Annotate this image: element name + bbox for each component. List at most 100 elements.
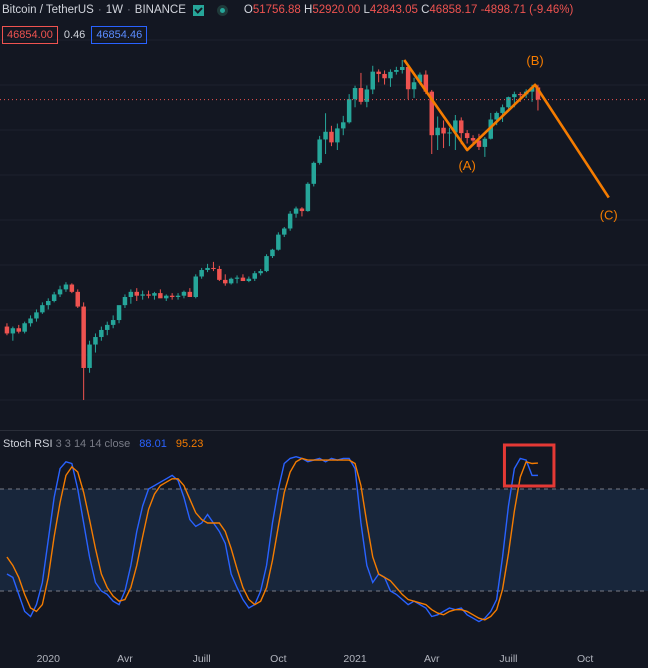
candle-body	[152, 293, 157, 296]
candle-body	[99, 329, 104, 338]
interval-label[interactable]: 1W	[105, 4, 123, 16]
x-tick-label: Avr	[424, 653, 440, 665]
stoch-rsi-lines	[6, 455, 538, 623]
candle-body	[441, 127, 446, 134]
candle-body	[28, 318, 33, 324]
indicator-legend[interactable]: Stoch RSI 3 3 14 14 close 88.01 95.23	[3, 438, 203, 450]
candle-body	[158, 293, 163, 299]
candle-body	[435, 127, 440, 136]
indicator-name: Stoch RSI	[3, 438, 53, 450]
candle-body	[4, 326, 10, 334]
candle-body	[181, 291, 187, 296]
spread-value: 0.46	[63, 29, 86, 41]
x-tick-label: 2020	[37, 653, 61, 665]
candle-body	[234, 277, 240, 279]
candle-body	[187, 291, 193, 297]
x-tick-label: Avr	[117, 653, 133, 665]
x-tick-label: Juill	[499, 653, 517, 665]
stoch-d-line	[6, 457, 538, 621]
candle-body	[258, 271, 263, 274]
candle-body	[146, 294, 151, 296]
candle-body	[535, 87, 541, 100]
candle-body	[370, 71, 375, 90]
candle-body	[287, 213, 293, 229]
separator-dot: ·	[97, 4, 102, 16]
candle-body	[105, 324, 110, 330]
candle-body	[376, 71, 381, 74]
candle-body	[447, 132, 452, 134]
candle-body	[122, 296, 128, 306]
x-axis: 2020AvrJuillOct2021AvrJuillOct2022	[37, 653, 594, 665]
candle-body	[223, 279, 228, 284]
candle-body	[364, 89, 370, 102]
stoch-pane-divider	[0, 430, 648, 431]
candle-body	[506, 97, 511, 108]
candle-body	[128, 291, 134, 297]
candle-body	[512, 94, 517, 98]
candle-body	[417, 74, 423, 83]
candle-body	[69, 284, 75, 292]
candle-body	[494, 112, 499, 120]
elliott-wave-drawing[interactable]: (A) (B) (C)	[403, 53, 618, 223]
candle-body	[453, 120, 458, 133]
candle-body	[329, 131, 334, 143]
candle-body	[63, 284, 69, 290]
elliott-wave-line	[403, 59, 610, 199]
x-tick-label: Juill	[193, 653, 211, 665]
candle-body	[10, 328, 16, 334]
d-value: 95.23	[175, 438, 204, 450]
candle-body	[134, 291, 139, 296]
candle-body	[382, 73, 387, 79]
candle-body	[293, 208, 299, 214]
candle-body	[193, 276, 198, 297]
market-open-dot-icon[interactable]	[216, 4, 228, 16]
wave-label: (A)	[458, 158, 475, 173]
candle-body	[317, 139, 322, 163]
candle-body	[22, 323, 27, 332]
candle-body	[518, 94, 523, 96]
candle-body	[423, 74, 429, 92]
check-flag-icon[interactable]	[192, 4, 204, 16]
highlight-box[interactable]	[502, 443, 556, 488]
wave-label: (C)	[600, 208, 618, 223]
symbol-header: Bitcoin / TetherUS · 1W · BINANCE O51756…	[2, 4, 573, 16]
candle-body	[352, 88, 358, 100]
ohlc-values: O51756.88 H52920.00 L42843.05 C46858.17 …	[243, 4, 574, 16]
candle-body	[211, 267, 216, 269]
x-tick-label: 2021	[343, 653, 367, 665]
candle-body	[470, 138, 476, 141]
candle-body	[164, 295, 169, 299]
candle-body	[388, 71, 393, 79]
candle-body	[51, 294, 57, 301]
candle-body	[175, 295, 181, 297]
candle-body	[323, 131, 328, 140]
candle-body	[276, 234, 281, 250]
stoch-k-line	[6, 455, 538, 623]
candle-body	[199, 270, 204, 277]
k-value: 88.01	[139, 438, 167, 450]
candle-body	[405, 66, 411, 90]
candle-body	[400, 66, 405, 71]
symbol-name[interactable]: Bitcoin / TetherUS	[2, 4, 94, 16]
wave-label: (B)	[526, 53, 543, 68]
candle-body	[140, 294, 145, 296]
candle-body	[75, 291, 80, 307]
candle-body	[93, 337, 98, 345]
candle-body	[169, 295, 175, 297]
candle-body	[305, 183, 311, 212]
x-tick-label: Oct	[577, 653, 593, 665]
candle-body	[205, 267, 210, 271]
candle-body	[228, 278, 234, 284]
stoch-band-background	[0, 489, 648, 591]
x-tick-label: Oct	[270, 653, 286, 665]
candle-body	[335, 128, 340, 143]
candle-body	[116, 305, 122, 321]
candle-body	[81, 306, 86, 368]
candle-body	[500, 107, 505, 113]
sell-price-button[interactable]: 46854.00	[2, 26, 58, 44]
candle-body	[346, 99, 352, 123]
candle-body	[87, 344, 92, 368]
candlestick-series	[4, 60, 541, 400]
buy-price-button[interactable]: 46854.46	[91, 26, 148, 44]
